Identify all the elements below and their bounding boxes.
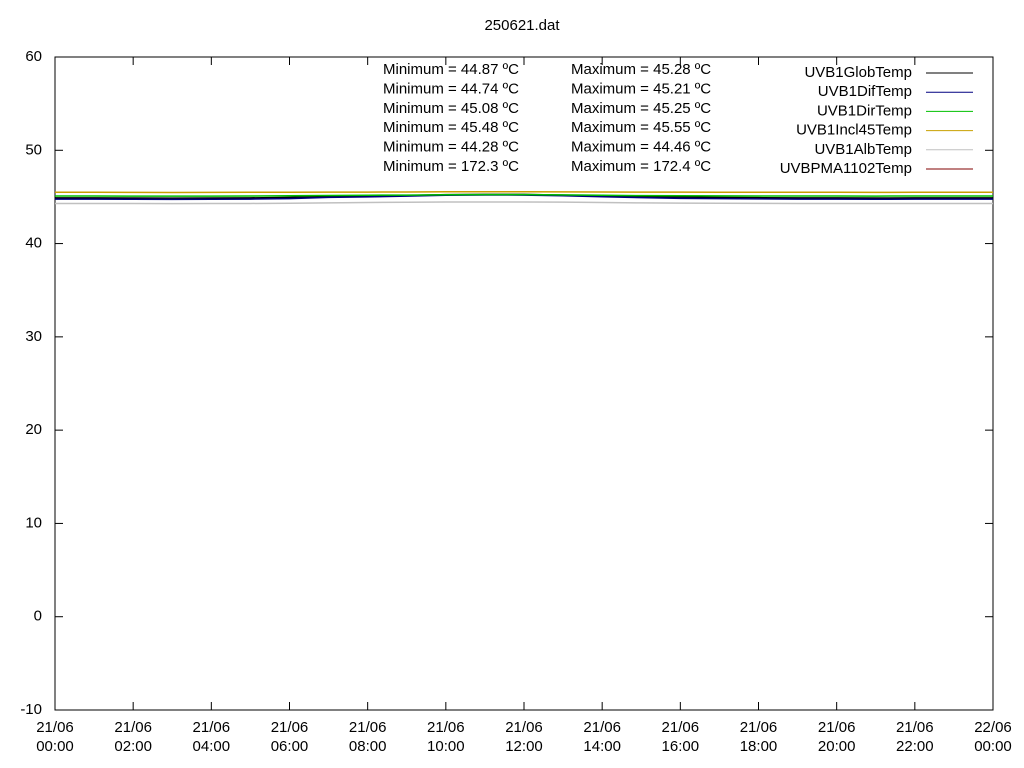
x-tick-label-line: 18:00 xyxy=(740,738,778,755)
stat-max: Maximum = 45.28 ºC xyxy=(571,61,711,78)
legend-label: UVB1GlobTemp xyxy=(804,64,912,81)
stat-min: Minimum = 44.87 ºC xyxy=(383,61,519,78)
stat-min: Minimum = 45.48 ºC xyxy=(383,119,519,136)
y-tick-label: 10 xyxy=(25,514,42,531)
x-tick-label-line: 21/06 xyxy=(818,719,856,736)
x-tick-label: 21/06 08:00 xyxy=(349,719,387,755)
x-tick-label-line: 21/06 xyxy=(427,719,465,736)
x-tick-label: 21/06 10:00 xyxy=(427,719,465,755)
stat-max: Maximum = 45.21 ºC xyxy=(571,80,711,97)
series-line xyxy=(55,191,993,194)
x-tick-label-line: 00:00 xyxy=(974,738,1012,755)
stat-min: Minimum = 45.08 ºC xyxy=(383,100,519,117)
x-tick-label-line: 21/06 xyxy=(193,719,231,736)
x-tick-label-line: 14:00 xyxy=(583,738,621,755)
x-tick-label-line: 16:00 xyxy=(662,738,700,755)
legend-label: UVB1DifTemp xyxy=(818,83,912,100)
y-tick-label: 60 xyxy=(25,48,42,65)
x-tick-label-line: 22:00 xyxy=(896,738,934,755)
x-tick-label-line: 06:00 xyxy=(271,738,309,755)
legend-label: UVB1Incl45Temp xyxy=(796,122,912,139)
stat-min: Minimum = 172.3 ºC xyxy=(383,158,519,175)
x-tick-label-line: 21/06 xyxy=(662,719,700,736)
stat-min: Minimum = 44.28 ºC xyxy=(383,139,519,156)
y-tick-label: 0 xyxy=(34,608,42,625)
x-tick-label: 21/06 20:00 xyxy=(818,719,856,755)
y-tick-label: 30 xyxy=(25,328,42,345)
y-tick-label: -10 xyxy=(20,701,42,718)
x-tick-label-line: 20:00 xyxy=(818,738,856,755)
x-tick-label-line: 10:00 xyxy=(427,738,465,755)
x-tick-label: 22/06 00:00 xyxy=(974,719,1012,755)
legend-label: UVB1DirTemp xyxy=(817,102,912,119)
legend-label: UVB1AlbTemp xyxy=(814,141,912,158)
x-tick-label-line: 21/06 xyxy=(349,719,387,736)
series-line xyxy=(55,193,993,197)
series-line xyxy=(55,201,993,205)
x-tick-label: 21/06 18:00 xyxy=(740,719,778,755)
x-tick-label: 21/06 04:00 xyxy=(193,719,231,755)
x-tick-label: 21/06 12:00 xyxy=(505,719,543,755)
x-tick-label-line: 22/06 xyxy=(974,719,1012,736)
x-tick-label: 21/06 06:00 xyxy=(271,719,309,755)
x-tick-label-line: 21/06 xyxy=(740,719,778,736)
legend-label: UVBPMA1102Temp xyxy=(780,160,912,177)
x-tick-label: 21/06 16:00 xyxy=(662,719,700,755)
x-tick-label: 21/06 00:00 xyxy=(36,719,74,755)
x-tick-label: 21/06 02:00 xyxy=(114,719,152,755)
x-tick-label: 21/06 22:00 xyxy=(896,719,934,755)
x-tick-label-line: 08:00 xyxy=(349,738,387,755)
stat-max: Maximum = 44.46 ºC xyxy=(571,139,711,156)
x-tick-label-line: 04:00 xyxy=(193,738,231,755)
x-tick-label-line: 21/06 xyxy=(271,719,309,736)
plot-area xyxy=(55,191,993,205)
y-tick-label: 20 xyxy=(25,421,42,438)
stat-min: Minimum = 44.74 ºC xyxy=(383,80,519,97)
x-tick-label-line: 21/06 xyxy=(583,719,621,736)
x-tick-label-line: 21/06 xyxy=(36,719,74,736)
x-tick-label-line: 02:00 xyxy=(114,738,152,755)
stat-max: Maximum = 172.4 ºC xyxy=(571,158,711,175)
stat-max: Maximum = 45.25 ºC xyxy=(571,100,711,117)
chart-title: 250621.dat xyxy=(484,17,560,34)
x-tick-label-line: 21/06 xyxy=(114,719,152,736)
x-tick-label: 21/06 14:00 xyxy=(583,719,621,755)
stat-max: Maximum = 45.55 ºC xyxy=(571,119,711,136)
x-tick-label-line: 12:00 xyxy=(505,738,543,755)
x-tick-label-line: 21/06 xyxy=(896,719,934,736)
y-tick-label: 50 xyxy=(25,141,42,158)
y-tick-label: 40 xyxy=(25,235,42,252)
x-tick-label-line: 00:00 xyxy=(36,738,74,755)
x-tick-label-line: 21/06 xyxy=(505,719,543,736)
